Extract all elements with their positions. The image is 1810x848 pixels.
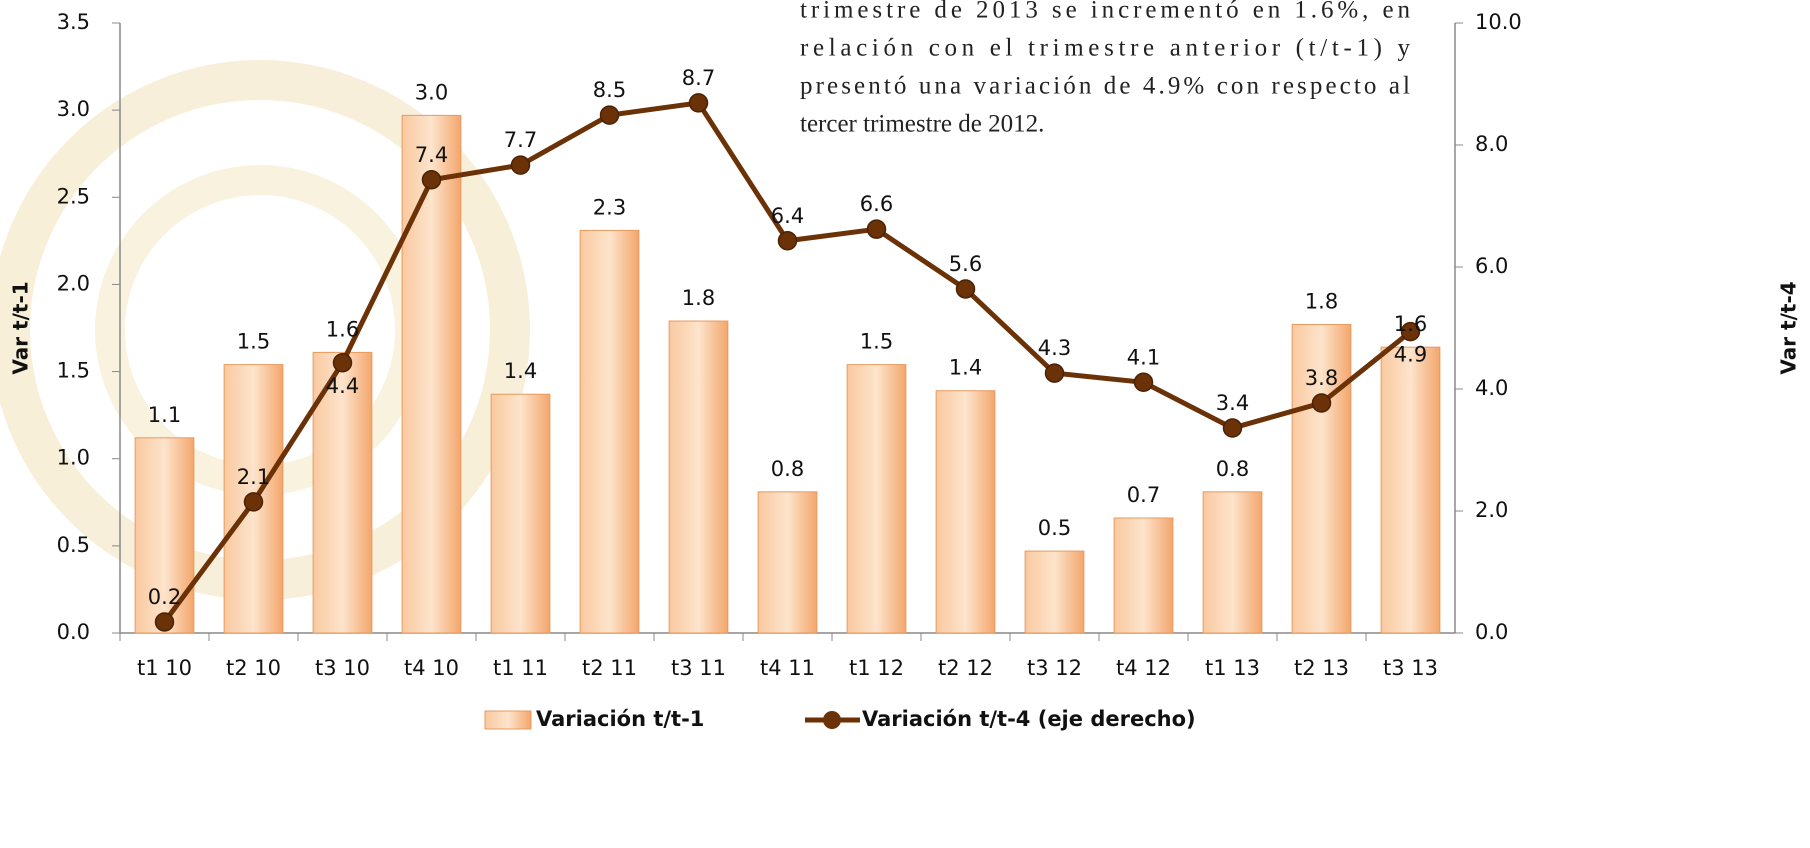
y-tick-label: 3.0 xyxy=(57,97,90,121)
line-value-label: 4.4 xyxy=(326,374,359,398)
bar-value-label: 0.7 xyxy=(1127,483,1160,507)
line-value-label: 4.9 xyxy=(1394,343,1427,367)
y-tick-label: 0.5 xyxy=(57,533,90,557)
bar-value-label: 3.0 xyxy=(415,80,448,104)
bar xyxy=(401,114,462,634)
x-tick-label: t2 11 xyxy=(582,656,637,680)
y-tick-label: 3.5 xyxy=(57,10,90,34)
y-axis-title: Var t/t-1 xyxy=(9,281,33,374)
y-tick-label: 2.0 xyxy=(57,271,90,295)
y2-tick-label: 8.0 xyxy=(1475,132,1508,156)
line-value-label: 0.2 xyxy=(148,585,181,609)
line-marker xyxy=(332,353,353,373)
bar xyxy=(312,351,373,634)
line-value-label: 7.7 xyxy=(504,128,537,152)
line-value-label: 3.8 xyxy=(1305,366,1338,390)
line-value-label: 6.6 xyxy=(860,192,893,216)
bar xyxy=(1113,517,1174,634)
annotation-line: trimestre de 2013 se incrementó en 1.6%,… xyxy=(800,0,1411,24)
bar-value-label: 1.4 xyxy=(949,356,982,380)
y2-tick-label: 2.0 xyxy=(1475,498,1508,522)
legend-label: Variación t/t-4 (eje derecho) xyxy=(862,707,1196,731)
x-tick-label: t3 13 xyxy=(1383,656,1438,680)
bar xyxy=(668,320,729,634)
line-marker xyxy=(688,93,709,113)
x-tick-label: t1 12 xyxy=(849,656,904,680)
bar-value-label: 2.3 xyxy=(593,195,626,219)
line-marker xyxy=(1311,393,1332,413)
line-marker xyxy=(243,492,264,512)
bar xyxy=(490,393,551,634)
bar xyxy=(1024,550,1085,634)
bar xyxy=(846,364,907,634)
y-tick-label: 1.5 xyxy=(57,359,90,383)
line-value-label: 4.1 xyxy=(1127,345,1160,369)
bar-value-label: 1.1 xyxy=(148,403,181,427)
y2-tick-label: 6.0 xyxy=(1475,254,1508,278)
y2-tick-label: 4.0 xyxy=(1475,376,1508,400)
x-tick-label: t4 10 xyxy=(404,656,459,680)
line-marker xyxy=(1044,363,1065,383)
x-tick-label: t2 12 xyxy=(938,656,993,680)
line-value-label: 2.1 xyxy=(237,465,270,489)
legend-swatch xyxy=(484,710,532,730)
line-value-label: 8.7 xyxy=(682,66,715,90)
y2-tick-label: 0.0 xyxy=(1475,620,1508,644)
line-marker xyxy=(955,279,976,299)
bar xyxy=(757,491,818,634)
line-marker xyxy=(421,170,442,190)
bar xyxy=(935,390,996,634)
line-marker xyxy=(777,231,798,251)
line-marker xyxy=(599,105,620,125)
x-tick-label: t4 12 xyxy=(1116,656,1171,680)
bar-value-label: 1.5 xyxy=(237,330,270,354)
bar xyxy=(1202,491,1263,634)
y-tick-label: 2.5 xyxy=(57,184,90,208)
x-tick-label: t3 11 xyxy=(671,656,726,680)
line-marker xyxy=(1133,372,1154,393)
line-marker xyxy=(510,155,531,175)
bar xyxy=(579,229,640,634)
annotation-line: relación con el trimestre anterior (t/t-… xyxy=(800,35,1411,62)
y-tick-label: 1.0 xyxy=(57,446,90,470)
x-tick-label: t1 10 xyxy=(137,656,192,680)
line-value-label: 6.4 xyxy=(771,204,804,228)
line-marker xyxy=(866,219,887,239)
x-tick-label: t2 13 xyxy=(1294,656,1349,680)
x-tick-label: t3 10 xyxy=(315,656,370,680)
x-tick-label: t3 12 xyxy=(1027,656,1082,680)
x-tick-label: t1 13 xyxy=(1205,656,1260,680)
annotation-line: tercer trimestre de 2012. xyxy=(800,111,1044,138)
y2-axis-title: Var t/t-4 xyxy=(1777,281,1801,374)
bar-value-label: 1.5 xyxy=(860,330,893,354)
line-marker xyxy=(1222,418,1243,438)
legend-swatch xyxy=(823,711,841,729)
y-tick-label: 0.0 xyxy=(57,620,90,644)
bar xyxy=(134,437,195,634)
y2-tick-label: 10.0 xyxy=(1475,10,1522,34)
legend-label: Variación t/t-1 xyxy=(536,707,704,731)
bar-value-label: 1.6 xyxy=(326,317,359,341)
x-tick-label: t1 11 xyxy=(493,656,548,680)
bar-value-label: 0.8 xyxy=(771,457,804,481)
line-value-label: 7.4 xyxy=(415,143,448,167)
line-value-label: 8.5 xyxy=(593,78,626,102)
bar-value-label: 0.5 xyxy=(1038,516,1071,540)
bar xyxy=(1380,346,1441,634)
bar-value-label: 1.6 xyxy=(1394,312,1427,336)
bar-value-label: 1.4 xyxy=(504,359,537,383)
bar-value-label: 1.8 xyxy=(1305,290,1338,314)
bar-value-label: 1.8 xyxy=(682,286,715,310)
line-value-label: 5.6 xyxy=(949,252,982,276)
line-marker xyxy=(154,612,175,632)
bar-value-label: 0.8 xyxy=(1216,457,1249,481)
x-tick-label: t2 10 xyxy=(226,656,281,680)
bar xyxy=(1291,324,1352,634)
x-tick-label: t4 11 xyxy=(760,656,815,680)
line-marker xyxy=(1400,321,1421,342)
line-value-label: 3.4 xyxy=(1216,391,1249,415)
line-value-label: 4.3 xyxy=(1038,336,1071,360)
